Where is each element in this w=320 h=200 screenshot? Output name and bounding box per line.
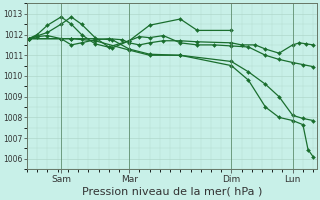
X-axis label: Pression niveau de la mer( hPa ): Pression niveau de la mer( hPa ) <box>82 187 262 197</box>
